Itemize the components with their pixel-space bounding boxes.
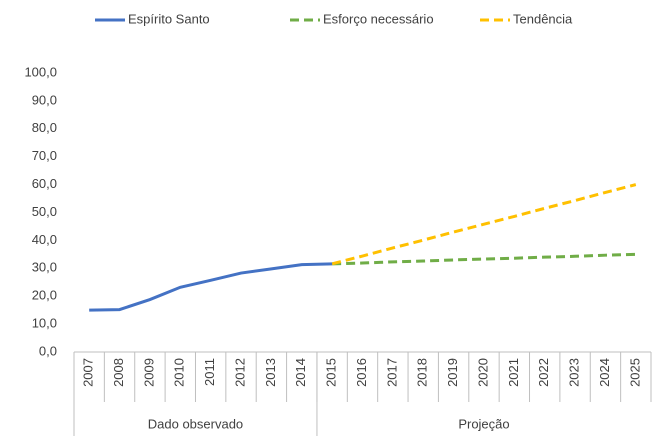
y-tick-label: 40,0 [32,232,57,247]
x-tick-label: 2014 [293,358,308,387]
x-tick-label: 2018 [415,358,430,387]
x-tick-label: 2020 [475,358,490,387]
x-tick-label: 2015 [324,358,339,387]
x-tick-label: 2022 [536,358,551,387]
x-tick-label: 2017 [384,358,399,387]
x-tick-label: 2010 [172,358,187,387]
series-line [332,252,636,266]
y-tick-label: 10,0 [32,316,57,331]
y-tick-label: 20,0 [32,288,57,303]
x-tick-label: 2008 [111,358,126,387]
y-tick-label: 70,0 [32,148,57,163]
y-tick-label: 60,0 [32,176,57,191]
x-tick-label: 2009 [141,358,156,387]
x-tick-label: 2013 [263,358,278,387]
x-tick-label: 2016 [354,358,369,387]
y-tick-label: 50,0 [32,204,57,219]
x-tick-label: 2019 [445,358,460,387]
x-tick-label: 2025 [627,358,642,387]
y-tick-label: 80,0 [32,120,57,135]
y-tick-label: 90,0 [32,92,57,107]
x-tick-label: 2021 [506,358,521,387]
x-tick-label: 2023 [567,358,582,387]
y-tick-label: 100,0 [24,64,57,79]
group-label: Projeção [458,416,509,431]
x-tick-label: 2011 [202,358,217,386]
group-label: Dado observado [148,416,243,431]
series-line [89,262,333,312]
x-tick-label: 2024 [597,358,612,387]
legend-label: Espírito Santo [128,11,210,26]
y-tick-label: 0,0 [39,343,57,358]
y-tick-label: 30,0 [32,260,57,275]
legend-label: Esforço necessário [323,11,434,26]
series-line [331,183,637,266]
x-tick-label: 2007 [81,358,96,387]
legend-label: Tendência [513,11,573,26]
x-tick-label: 2012 [232,358,247,387]
